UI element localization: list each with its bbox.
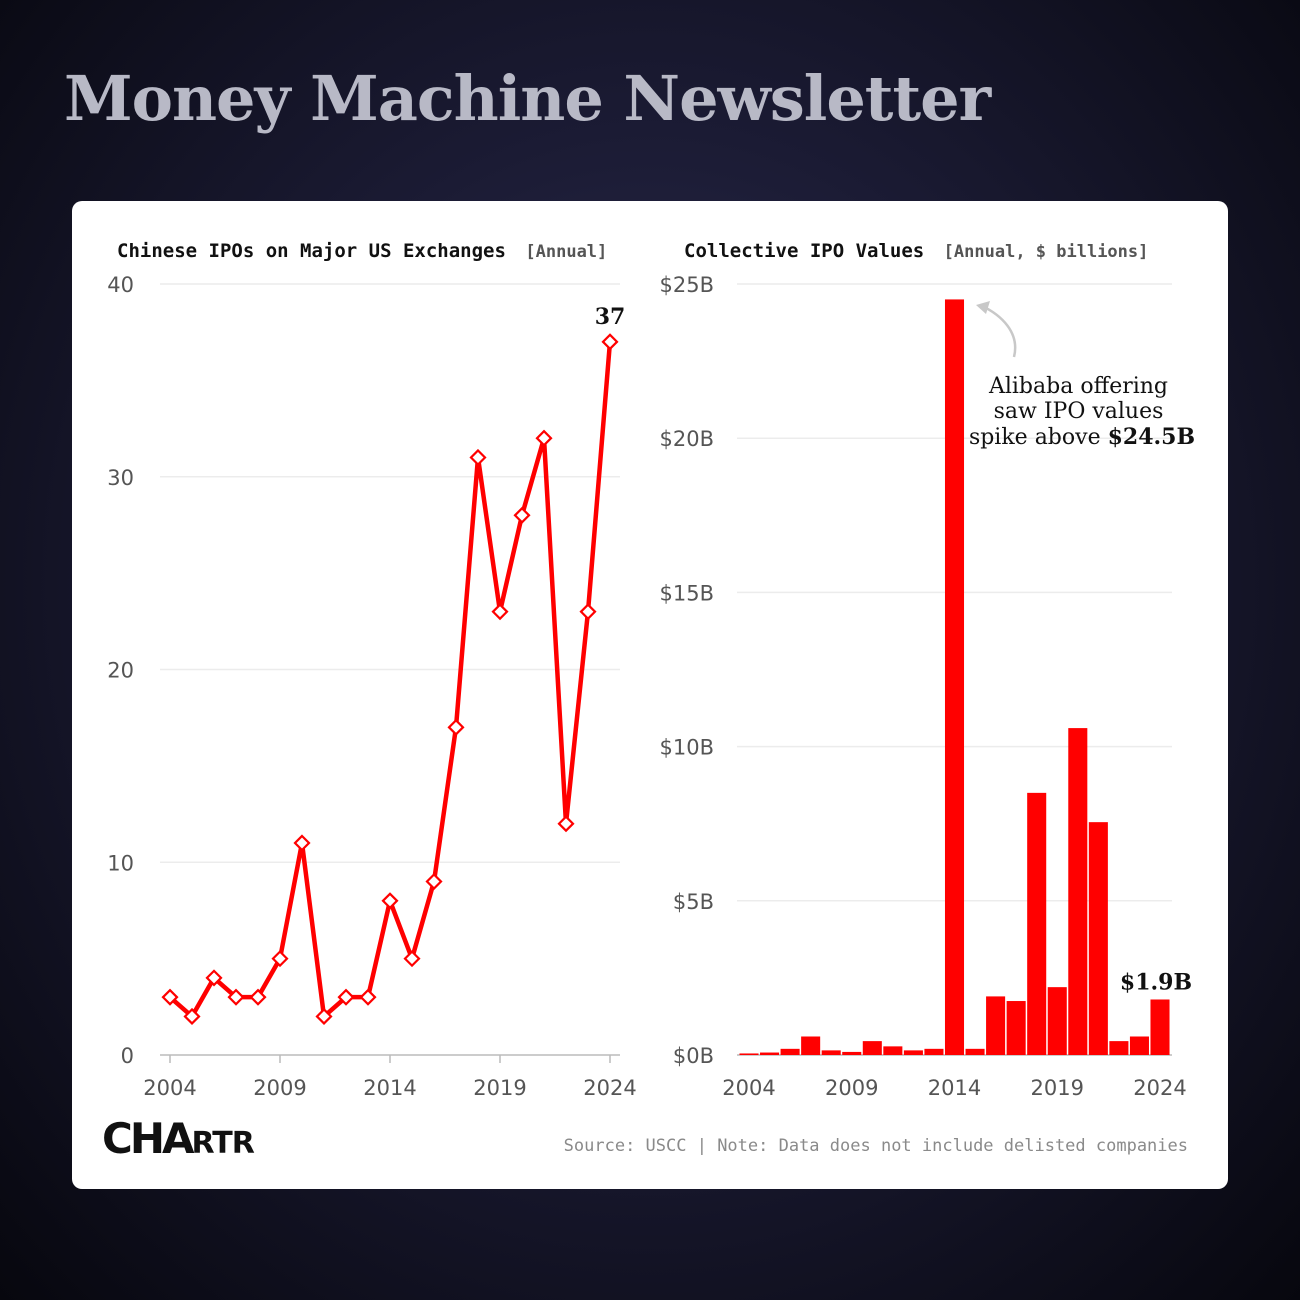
ipo-count-x-axis: 2004 2009 2014 2019 2024 <box>143 1055 637 1100</box>
ipo-count-subtitle: [Annual] <box>525 242 607 262</box>
annotation-arrowhead <box>976 301 990 314</box>
data-point <box>315 1007 333 1026</box>
data-point <box>359 988 377 1006</box>
data-point <box>227 988 245 1006</box>
x-tick-label: 2009 <box>253 1076 306 1100</box>
data-point <box>271 950 289 968</box>
y-tick-label: 0 <box>121 1044 134 1068</box>
bar <box>862 1041 882 1055</box>
x-tick-label: 2004 <box>722 1076 775 1100</box>
data-point <box>381 892 399 910</box>
ipo-value-last-label: $1.9B <box>1120 969 1192 995</box>
bar <box>903 1050 923 1055</box>
y-tick-label: 30 <box>107 466 134 490</box>
data-point <box>403 950 421 968</box>
data-point <box>513 506 531 524</box>
x-tick-label: 2019 <box>1031 1076 1084 1100</box>
bar <box>780 1048 800 1055</box>
ipo-value-bars <box>739 299 1170 1055</box>
ipo-value-x-axis: 2004 2009 2014 2019 2024 <box>722 1076 1186 1100</box>
y-tick-label: 40 <box>107 273 134 297</box>
bar <box>842 1051 862 1055</box>
bar <box>760 1052 780 1055</box>
bar <box>1129 1036 1149 1055</box>
source-note: Source: USCC | Note: Data does not inclu… <box>563 1136 1188 1156</box>
bar <box>924 1048 944 1055</box>
x-tick-label: 2014 <box>363 1076 416 1100</box>
alibaba-annotation: Alibaba offering saw IPO values spike ab… <box>969 374 1195 450</box>
ipo-value-title: Collective IPO Values [Annual, $ billion… <box>684 240 1148 262</box>
charts-canvas: Chinese IPOs on Major US Exchanges [Annu… <box>107 240 1196 1100</box>
x-tick-label: 2024 <box>1133 1076 1186 1100</box>
x-tick-label: 2009 <box>825 1076 878 1100</box>
y-tick-label: 20 <box>107 659 134 683</box>
x-tick-label: 2024 <box>583 1076 636 1100</box>
bar <box>801 1036 821 1055</box>
data-point <box>469 448 487 467</box>
ipo-count-gridlines <box>160 283 620 1056</box>
ipo-value-y-axis: $0B $5B $10B $15B $20B $25B <box>660 273 715 1068</box>
chart-card: Chinese IPOs on Major US Exchanges [Annu… <box>72 201 1228 1189</box>
bar <box>883 1046 903 1055</box>
bar <box>1109 1041 1129 1055</box>
y-tick-label: $15B <box>660 581 715 605</box>
y-tick-label: $25B <box>660 273 715 297</box>
data-point <box>491 603 509 621</box>
x-tick-label: 2019 <box>473 1076 526 1100</box>
data-point <box>161 988 179 1006</box>
bar <box>965 1048 985 1055</box>
bar <box>1068 728 1088 1055</box>
data-point <box>249 988 267 1006</box>
x-tick-label: 2004 <box>143 1076 196 1100</box>
bar <box>1006 1001 1026 1055</box>
y-tick-label: 10 <box>107 851 134 875</box>
data-point <box>337 988 355 1006</box>
ipo-count-last-label: 37 <box>595 304 626 330</box>
bar <box>944 299 965 1055</box>
data-point <box>557 815 575 833</box>
bar <box>1027 792 1047 1055</box>
data-point <box>447 718 465 736</box>
ipo-count-title: Chinese IPOs on Major US Exchanges [Annu… <box>117 240 607 262</box>
data-point <box>183 1007 201 1026</box>
y-tick-label: $20B <box>660 427 715 451</box>
bar <box>1150 999 1170 1055</box>
bar <box>739 1053 759 1055</box>
ipo-count-points <box>161 333 619 1026</box>
y-tick-label: $0B <box>673 1044 714 1068</box>
ipo-value-chart: Collective IPO Values [Annual, $ billion… <box>660 240 1196 1100</box>
data-point <box>579 603 597 621</box>
bar <box>821 1050 841 1055</box>
data-point <box>535 429 553 447</box>
ipo-value-subtitle: [Annual, $ billions] <box>944 242 1149 262</box>
bar <box>1088 822 1108 1055</box>
y-tick-label: $10B <box>660 736 715 760</box>
data-point <box>205 969 223 987</box>
y-tick-label: $5B <box>673 890 714 914</box>
data-point <box>425 872 443 891</box>
bar <box>986 996 1006 1055</box>
data-point <box>601 333 619 351</box>
chartr-logo: CHARTR <box>102 1114 255 1163</box>
x-tick-label: 2014 <box>928 1076 981 1100</box>
ipo-count-chart: Chinese IPOs on Major US Exchanges [Annu… <box>107 240 636 1100</box>
data-point <box>293 834 311 852</box>
bar <box>1047 987 1067 1055</box>
ipo-count-y-axis: 0 10 20 30 40 <box>107 273 134 1068</box>
newsletter-title: Money Machine Newsletter <box>64 62 991 135</box>
